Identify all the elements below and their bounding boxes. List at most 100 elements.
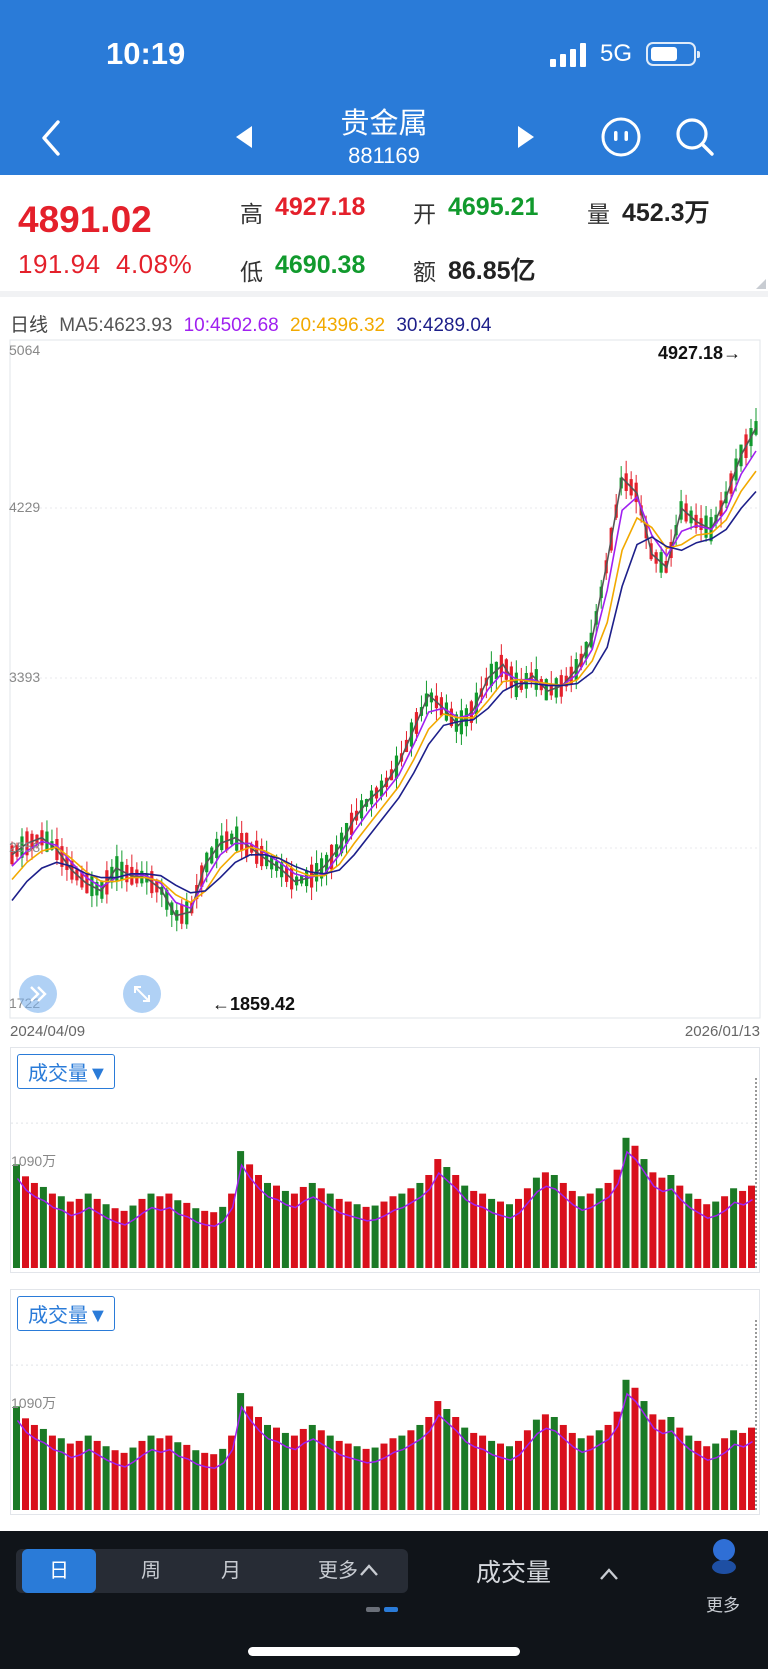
volume-bar	[290, 1435, 298, 1510]
volume-bar	[676, 1427, 684, 1510]
volume-bar	[237, 1393, 245, 1510]
volume-bar	[434, 1401, 442, 1510]
volume-bar	[273, 1427, 280, 1510]
ma20-value: 20:4396.32	[289, 315, 386, 336]
period-week-tab[interactable]: 周	[141, 1560, 161, 1582]
volume-bar	[281, 1432, 289, 1510]
indicator-mode-button[interactable]: 成交量	[476, 1559, 552, 1587]
volume-bar	[604, 1182, 612, 1268]
indicator-selector[interactable]: 成交量▼	[17, 1054, 115, 1089]
volume-bar	[39, 1428, 47, 1510]
more-periods-button[interactable]: 更多	[318, 1560, 358, 1582]
volume-bar	[739, 1432, 747, 1510]
indicator-selector[interactable]: 成交量▼	[17, 1296, 115, 1331]
volume-bar	[93, 1440, 101, 1510]
price-change: 191.94 4.08%	[18, 249, 192, 280]
y-tick-label: 5064	[9, 342, 41, 358]
volume-bar	[192, 1208, 200, 1268]
volume-bar	[398, 1435, 406, 1510]
volume-bar	[470, 1190, 478, 1268]
expand-corner-icon[interactable]	[756, 279, 766, 289]
volume-bar	[604, 1424, 612, 1510]
volume-bar	[219, 1448, 227, 1510]
volume-bar	[640, 1159, 648, 1268]
volume-bar	[461, 1427, 469, 1510]
volume-bar	[523, 1188, 531, 1268]
period-month-tab[interactable]: 月	[221, 1560, 241, 1582]
home-indicator	[248, 1647, 520, 1656]
volume-bar	[93, 1198, 101, 1268]
volume-bar	[416, 1424, 424, 1510]
volume-bar	[649, 1172, 657, 1268]
volume-bar	[595, 1430, 603, 1510]
volume-bar	[75, 1198, 83, 1268]
volume-bar	[147, 1193, 155, 1268]
volume-bar	[13, 1406, 20, 1510]
period-title: 日线	[10, 315, 49, 336]
volume-bar	[362, 1206, 370, 1268]
volume-bar	[577, 1438, 585, 1510]
volume-bar	[586, 1435, 594, 1510]
bottom-toolbar: 日 周 月 更多 成交量 更多	[0, 1531, 768, 1669]
y-tick-label: 3393	[9, 669, 41, 685]
volume-bar	[694, 1440, 702, 1510]
volume-bar	[22, 1418, 29, 1510]
volume-bar	[326, 1435, 334, 1510]
ma-line-2	[11, 470, 757, 904]
last-price: 4891.02	[18, 199, 152, 240]
scroll-right-button[interactable]	[19, 975, 57, 1013]
period-selector: 日 周 月 更多	[16, 1549, 408, 1593]
period-day-tab[interactable]: 日	[22, 1549, 96, 1593]
volume-bar	[201, 1210, 209, 1268]
ma-line-0	[11, 427, 757, 917]
volume-bar	[48, 1435, 56, 1510]
previous-stock-icon[interactable]	[232, 124, 256, 150]
chevron-up-icon	[360, 1564, 378, 1576]
volume-bar	[120, 1210, 128, 1268]
change-percent: 4.08%	[115, 249, 193, 279]
volume-bar	[748, 1427, 755, 1510]
more-tools-icon[interactable]	[711, 1539, 737, 1575]
volume-bar	[111, 1208, 119, 1268]
volume-bar	[13, 1164, 20, 1268]
volume-bar	[66, 1201, 74, 1268]
volume-bar	[559, 1182, 567, 1268]
volume-bar	[559, 1424, 567, 1510]
high-label: 高	[240, 201, 263, 227]
volume-bar	[102, 1204, 110, 1268]
volume-bar	[389, 1196, 397, 1268]
volume-bar	[174, 1200, 182, 1268]
volume-bar	[488, 1198, 496, 1268]
next-stock-icon[interactable]	[514, 124, 538, 150]
more-tools-label[interactable]: 更多	[706, 1596, 740, 1615]
assistant-face-icon[interactable]	[600, 116, 642, 158]
volume-bar	[183, 1202, 191, 1268]
signal-icon	[549, 41, 586, 67]
back-arrow-icon[interactable]	[32, 118, 72, 158]
volume-bar	[192, 1450, 200, 1510]
volume-panel-2[interactable]: 成交量▼ 1090万	[10, 1289, 760, 1515]
double-chevron-icon	[30, 986, 47, 1002]
volume-bar	[84, 1435, 92, 1510]
volume-bar	[147, 1435, 155, 1510]
volume-bar	[622, 1137, 630, 1268]
chevron-up-icon[interactable]	[599, 1567, 619, 1581]
volume-bar	[380, 1201, 388, 1268]
volume-bar	[452, 1174, 460, 1268]
volume-ref-label: 1090万	[11, 1153, 57, 1169]
volume-bar	[532, 1177, 540, 1268]
volume-bar	[506, 1204, 513, 1268]
volume-panel-1[interactable]: 成交量▼ 1090万	[10, 1047, 760, 1273]
volume-bar	[667, 1174, 675, 1268]
volume-bar	[568, 1432, 576, 1510]
low-label: 低	[240, 259, 263, 285]
volume-bars	[11, 1078, 759, 1268]
fullscreen-button[interactable]	[123, 975, 161, 1013]
y-tick-label: 2558	[9, 839, 41, 855]
search-icon[interactable]	[674, 116, 716, 158]
volume-bar	[30, 1182, 38, 1268]
volume-bar	[353, 1204, 361, 1268]
volume-bar	[470, 1432, 478, 1510]
kline-chart[interactable]	[0, 338, 768, 1020]
volume-bar	[228, 1193, 236, 1268]
